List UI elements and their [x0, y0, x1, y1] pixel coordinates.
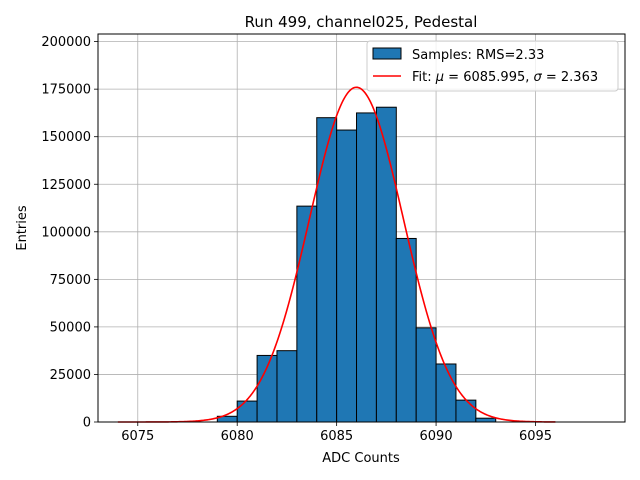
y-tick-label: 25000 [50, 368, 91, 383]
legend-fit-part: Fit: [412, 70, 436, 85]
legend-fit-part: = 2.363 [542, 70, 598, 85]
histogram-bar [455, 399, 477, 423]
legend-histogram-swatch [372, 47, 402, 60]
x-tick-label: 6085 [320, 429, 353, 444]
histogram-bar [236, 400, 258, 423]
legend-box [366, 40, 619, 92]
x-tick-label: 6090 [420, 429, 453, 444]
histogram-bar [375, 106, 397, 423]
y-tick-label: 125000 [41, 178, 91, 193]
x-axis-ticks: 6075 6080 6085 6090 6095 [121, 422, 552, 444]
x-axis-title: ADC Counts [322, 451, 400, 466]
histogram-bar [356, 112, 377, 423]
x-tick-label: 6080 [221, 429, 254, 444]
x-tick-label: 6075 [121, 429, 154, 444]
y-tick-label: 75000 [50, 273, 91, 288]
legend: Samples: RMS=2.33 Fit: μ = 6085.995, σ =… [366, 40, 619, 92]
y-tick-label: 0 [83, 416, 91, 431]
histogram-bars [216, 106, 497, 423]
legend-fit-label: Fit: μ = 6085.995, σ = 2.363 [412, 70, 598, 85]
y-tick-label: 200000 [41, 35, 91, 50]
y-tick-label: 175000 [41, 83, 91, 98]
histogram-bar [435, 363, 457, 423]
histogram-bar [316, 117, 338, 423]
y-tick-label: 100000 [41, 225, 91, 240]
histogram-bar [415, 327, 437, 423]
x-tick-label: 6095 [519, 429, 552, 444]
histogram-bar [395, 237, 417, 423]
histogram-bar [296, 205, 318, 423]
y-tick-label: 150000 [41, 130, 91, 145]
legend-fit-part: μ [435, 70, 444, 85]
axes-frame [97, 33, 626, 423]
chart-title: Run 499, channel025, Pedestal [245, 13, 478, 31]
legend-fit-part: σ [534, 70, 543, 85]
y-tick-label: 50000 [50, 320, 91, 335]
histogram-bar [475, 417, 497, 423]
y-axis-ticks: 0 25000 50000 75000 100000 125000 150000 175000… [41, 35, 98, 431]
fit-curve [117, 86, 556, 423]
legend-fit-part: = 6085.995, [444, 70, 533, 85]
y-axis-title: Entries [15, 205, 30, 251]
histogram-bar [336, 129, 358, 423]
legend-histogram-label: Samples: RMS=2.33 [412, 48, 544, 63]
histogram-bar [276, 350, 298, 423]
